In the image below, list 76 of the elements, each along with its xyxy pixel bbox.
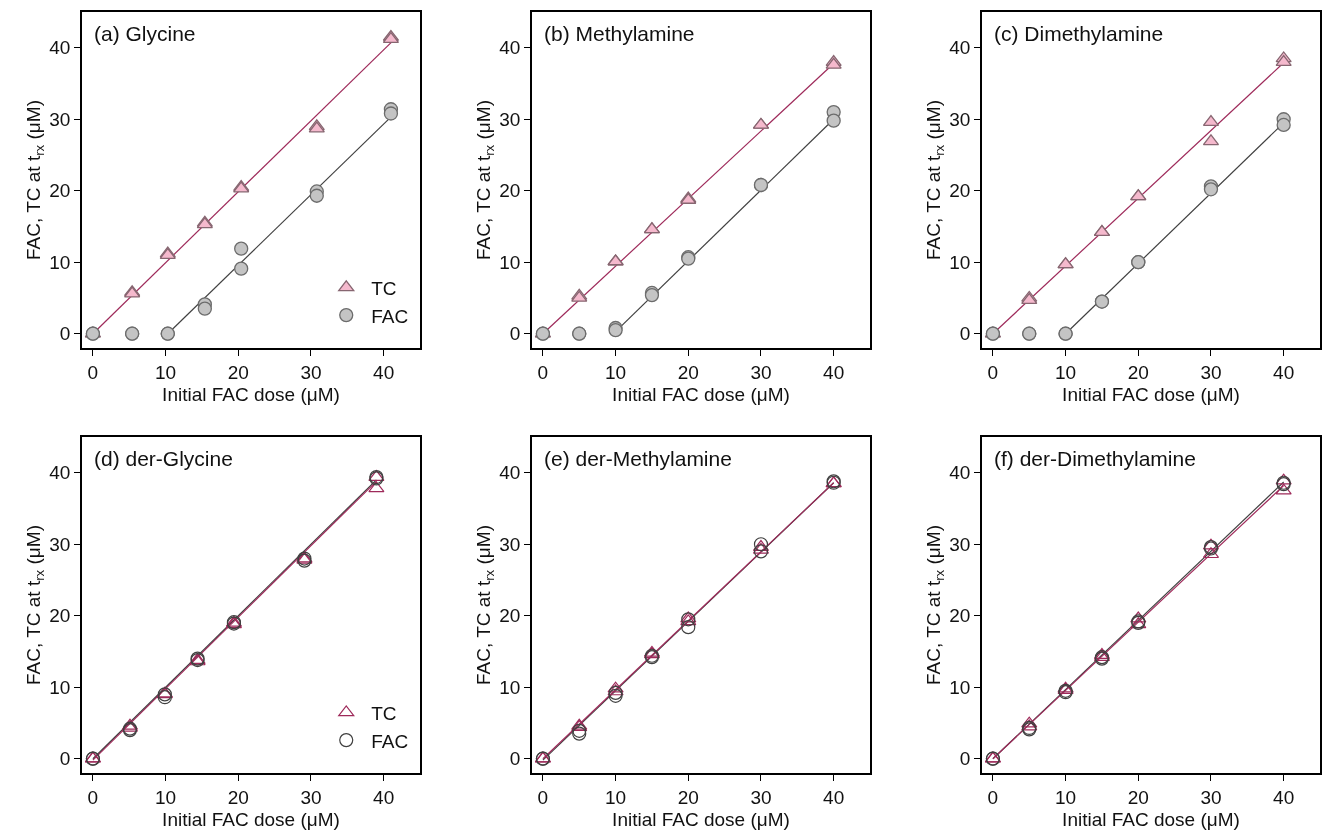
x-tick-label: 10	[605, 786, 627, 808]
text: (a) Glycine	[94, 22, 196, 45]
y-tick-label: 40	[949, 37, 971, 59]
y-tick-label: 20	[949, 605, 971, 627]
y-tick-label: 40	[499, 37, 521, 59]
y-tick-label: 10	[949, 251, 971, 273]
text: (e) der-Methylamine	[544, 447, 732, 470]
y-tick-label: 0	[509, 748, 521, 770]
y-tick-label: 30	[499, 533, 521, 555]
x-axis-title: Initial FAC dose (μM)	[612, 808, 790, 830]
x-tick-label: 30	[750, 786, 772, 808]
x-tick-label: 0	[537, 361, 549, 383]
x-tick-label: 20	[677, 786, 699, 808]
legend-label: FAC	[371, 305, 409, 327]
x-tick-label: 10	[1055, 786, 1077, 808]
y-tick-label: 10	[49, 251, 71, 273]
y-tick-label: 0	[509, 323, 521, 345]
y-tick-label: 0	[959, 748, 971, 770]
y-tick-label: 20	[49, 180, 71, 202]
text: (b) Methylamine	[544, 22, 695, 45]
y-tick-label: 10	[49, 676, 71, 698]
x-tick-label: 0	[987, 361, 999, 383]
legend-label: FAC	[371, 730, 409, 752]
x-tick-label: 40	[1273, 361, 1295, 383]
x-tick-label: 40	[1273, 786, 1295, 808]
y-tick-label: 30	[49, 108, 71, 130]
x-axis-title: Initial FAC dose (μM)	[162, 383, 340, 405]
y-tick-label: 30	[49, 533, 71, 555]
y-tick-label: 10	[499, 676, 521, 698]
x-tick-label: 30	[300, 361, 322, 383]
y-tick-label: 0	[959, 323, 971, 345]
x-tick-label: 10	[155, 786, 177, 808]
y-tick-label: 40	[499, 462, 521, 484]
x-tick-label: 10	[605, 361, 627, 383]
y-tick-label: 40	[949, 462, 971, 484]
x-tick-label: 30	[1200, 361, 1222, 383]
x-tick-label: 10	[1055, 361, 1077, 383]
y-tick-label: 10	[499, 251, 521, 273]
y-tick-label: 10	[949, 676, 971, 698]
x-tick-label: 20	[227, 361, 249, 383]
x-axis-title: Initial FAC dose (μM)	[162, 808, 340, 830]
legend-label: TC	[371, 277, 397, 299]
x-tick-label: 40	[373, 786, 395, 808]
y-tick-label: 20	[499, 180, 521, 202]
x-tick-label: 20	[1127, 786, 1149, 808]
x-tick-label: 40	[823, 361, 845, 383]
x-tick-label: 20	[1127, 361, 1149, 383]
x-tick-label: 40	[373, 361, 395, 383]
text: (c) Dimethylamine	[994, 22, 1164, 45]
y-tick-label: 30	[949, 533, 971, 555]
x-axis-title: Initial FAC dose (μM)	[612, 383, 790, 405]
y-tick-label: 0	[59, 323, 71, 345]
x-tick-label: 20	[677, 361, 699, 383]
x-tick-label: 10	[155, 361, 177, 383]
y-tick-label: 0	[59, 748, 71, 770]
x-tick-label: 0	[87, 361, 99, 383]
y-tick-label: 40	[49, 462, 71, 484]
text: (f) der-Dimethylamine	[994, 447, 1196, 470]
y-tick-label: 20	[499, 605, 521, 627]
x-tick-label: 30	[1200, 786, 1222, 808]
x-tick-label: 0	[537, 786, 549, 808]
text: (d) der-Glycine	[94, 447, 233, 470]
y-tick-label: 30	[499, 108, 521, 130]
x-tick-label: 40	[823, 786, 845, 808]
x-axis-title: Initial FAC dose (μM)	[1062, 808, 1240, 830]
x-tick-label: 20	[227, 786, 249, 808]
x-tick-label: 0	[87, 786, 99, 808]
x-tick-label: 0	[987, 786, 999, 808]
legend-label: TC	[371, 702, 397, 724]
y-tick-label: 30	[949, 108, 971, 130]
x-tick-label: 30	[750, 361, 772, 383]
x-tick-label: 30	[300, 786, 322, 808]
y-tick-label: 20	[949, 180, 971, 202]
x-axis-title: Initial FAC dose (μM)	[1062, 383, 1240, 405]
y-tick-label: 40	[49, 37, 71, 59]
y-tick-label: 20	[49, 605, 71, 627]
